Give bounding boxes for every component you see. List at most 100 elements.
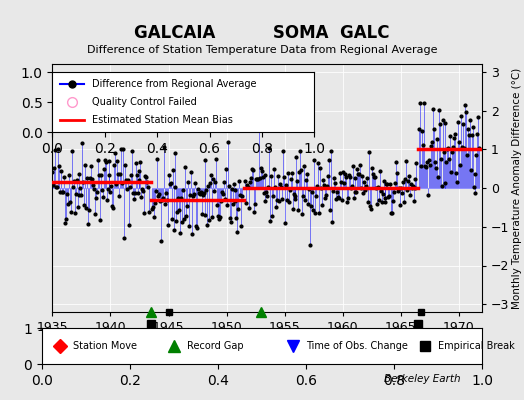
Point <box>259 190 268 197</box>
Point <box>365 148 373 155</box>
Point <box>71 190 80 197</box>
Text: Estimated Station Mean Bias: Estimated Station Mean Bias <box>92 115 233 125</box>
Point <box>224 138 232 145</box>
Point <box>339 169 347 176</box>
Point <box>319 181 328 188</box>
Point <box>289 191 298 197</box>
Point <box>433 174 442 180</box>
Point <box>165 172 173 178</box>
Point <box>101 157 109 164</box>
Point <box>53 184 61 190</box>
Point <box>209 176 217 182</box>
Point <box>393 170 401 176</box>
Point <box>150 214 158 220</box>
Point <box>193 185 202 192</box>
Point <box>176 230 184 236</box>
Point <box>103 186 112 192</box>
Point <box>389 197 397 204</box>
Point <box>340 180 348 186</box>
Point <box>462 109 470 115</box>
Point <box>248 166 256 172</box>
Point <box>140 210 148 216</box>
Point <box>161 190 170 196</box>
Point <box>154 193 162 199</box>
Point <box>303 171 311 178</box>
Point <box>348 162 357 169</box>
Point <box>403 178 412 184</box>
Point <box>316 185 325 191</box>
Text: Difference from Regional Average: Difference from Regional Average <box>92 79 256 89</box>
Point <box>475 144 484 151</box>
Point <box>137 194 146 200</box>
Point <box>181 163 189 170</box>
Point <box>306 241 314 248</box>
Point <box>294 207 302 213</box>
Point <box>309 206 317 213</box>
Point <box>105 158 114 164</box>
Point <box>338 197 346 203</box>
Point <box>302 177 310 184</box>
Point <box>252 176 260 182</box>
Point <box>111 150 119 156</box>
Point <box>392 159 400 166</box>
Point <box>206 180 214 186</box>
Point <box>102 197 111 203</box>
Point <box>73 204 82 210</box>
Point <box>156 198 164 204</box>
Point <box>261 198 270 205</box>
Point <box>170 184 179 190</box>
Point <box>91 210 99 217</box>
Point <box>272 204 280 210</box>
Point <box>136 158 145 165</box>
Point <box>192 223 200 229</box>
Point <box>342 174 350 180</box>
Point <box>299 193 308 200</box>
Point <box>78 140 86 146</box>
Point <box>129 196 138 203</box>
Point <box>70 178 78 184</box>
Point <box>161 200 169 207</box>
Point <box>227 186 236 192</box>
Point <box>307 203 315 209</box>
Point <box>151 200 159 206</box>
Point <box>360 179 368 186</box>
Point <box>464 125 472 132</box>
Point <box>412 160 421 166</box>
Point <box>203 222 212 228</box>
Text: Quality Control Failed: Quality Control Failed <box>92 97 196 107</box>
Point <box>401 158 410 164</box>
Point <box>178 219 187 226</box>
Point <box>141 173 149 179</box>
Point <box>356 162 365 168</box>
Point <box>163 221 172 228</box>
Point <box>394 188 402 194</box>
Point <box>270 166 278 172</box>
Point <box>424 191 432 198</box>
Point <box>92 194 100 201</box>
Point <box>422 164 430 170</box>
Point <box>56 189 64 195</box>
Point <box>359 190 367 197</box>
Point <box>417 162 425 169</box>
Point <box>212 156 220 162</box>
Point <box>366 202 374 209</box>
Point <box>408 183 417 190</box>
Point <box>202 186 211 193</box>
Point <box>265 144 274 151</box>
Point <box>408 184 416 191</box>
Point <box>182 213 190 220</box>
Point <box>298 211 307 218</box>
Point <box>219 190 227 197</box>
Point <box>108 202 117 209</box>
Point <box>96 172 105 178</box>
Point <box>433 136 441 142</box>
Point <box>377 199 386 206</box>
Point <box>127 148 136 154</box>
Point <box>221 196 229 202</box>
Point <box>148 205 157 212</box>
Point <box>51 146 60 153</box>
Point <box>319 177 327 183</box>
Point <box>391 179 399 186</box>
Point <box>60 174 68 180</box>
Point <box>312 192 320 199</box>
